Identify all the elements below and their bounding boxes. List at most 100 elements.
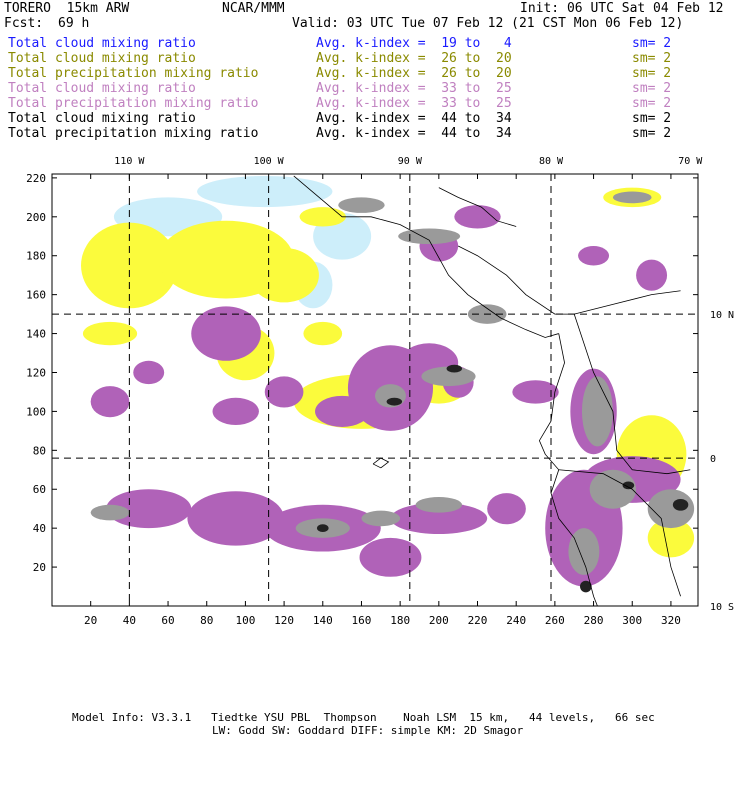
x-tick-label-15: 320 [661,614,681,627]
region-gray-45 [361,510,401,527]
legend-kindex-1: Avg. k-index = 26 to 20 [316,51,512,66]
region-purple-22 [212,397,259,426]
x-tick-label-14: 300 [622,614,642,627]
y-tick-label-8: 180 [26,250,46,263]
region-yellow-15 [647,518,695,558]
lon-label-3: 80 W [539,156,564,167]
forecast-label: Fcst: [4,16,44,31]
caribbean-coast [457,245,681,315]
x-tick-label-12: 260 [545,614,565,627]
region-yellow-7 [299,207,346,227]
y-tick-label-7: 160 [26,289,46,302]
legend-sm-4: sm= 2 [632,96,672,111]
forecast-hours: 69 h [58,16,90,31]
region-purple-26 [454,205,501,229]
region-purple-30 [359,537,422,577]
lat-label-0: 10 N [710,310,734,321]
legend-sm-0: sm= 2 [632,36,672,51]
x-tick-label-2: 60 [161,614,174,627]
legend-sm-1: sm= 2 [632,51,672,66]
legend-kindex-0: Avg. k-index = 19 to 4 [316,36,512,51]
mixing-ratio-map: 20 40 60 80 100 120 140 160 180 200 220 240 260 280 30… [26,156,734,627]
region-yellow-6 [249,247,319,303]
legend-kindex-2: Avg. k-index = 26 to 20 [316,66,512,81]
region-purple-27 [106,489,192,529]
org-label: NCAR/MMM [222,1,285,16]
region-purple-28 [187,491,285,546]
axes: 20 40 60 80 100 120 140 160 180 200 220 240 260 280 30… [26,156,734,627]
x-tick-label-8: 180 [390,614,410,627]
y-tick-label-9: 200 [26,211,46,224]
legend-kindex-6: Avg. k-index = 44 to 34 [316,126,512,141]
region-purple-36 [512,380,559,404]
galapagos [372,457,390,469]
region-purple-24 [133,360,165,385]
legend-field-1: Total cloud mixing ratio [8,51,196,66]
legend-kindex-4: Avg. k-index = 33 to 25 [316,96,512,111]
lon-label-0: 110 W [114,156,145,167]
region-yellow-9 [82,321,138,346]
x-tick-label-6: 140 [313,614,333,627]
legend-field-2: Total precipitation mixing ratio [8,66,259,81]
x-tick-label-9: 200 [429,614,449,627]
lon-label-4: 70 W [678,156,703,167]
init-time: Init: 06 UTC Sat 04 Feb 12 [520,1,724,16]
legend-field-6: Total precipitation mixing ratio [8,126,259,141]
region-dark-56 [622,481,635,490]
x-tick-label-7: 160 [352,614,372,627]
region-purple-18 [315,395,370,427]
x-tick-label-4: 100 [235,614,255,627]
y-tick-label-10: 220 [26,172,46,185]
x-tick-label-1: 40 [123,614,136,627]
x-tick-label-5: 120 [274,614,294,627]
legend-field-5: Total cloud mixing ratio [8,111,196,126]
mexico-gulf-coast [438,187,517,227]
region-purple-37 [578,246,610,266]
region-gray-51 [568,528,600,575]
x-tick-label-3: 80 [200,614,213,627]
y-tick-label-4: 100 [26,405,46,418]
region-gray-40 [421,366,476,387]
region-gray-42 [398,228,461,245]
y-tick-label-5: 120 [26,366,46,379]
region-purple-23 [90,386,130,418]
legend-kindex-3: Avg. k-index = 33 to 25 [316,81,512,96]
region-yellow-12 [303,321,343,346]
x-tick-label-11: 240 [506,614,526,627]
legend-sm-3: sm= 2 [632,81,672,96]
legend-field-4: Total precipitation mixing ratio [8,96,259,111]
footer-physics-info: LW: Godd SW: Goddard DIFF: simple KM: 2D… [212,724,524,737]
y-tick-label-1: 40 [33,522,46,535]
region-gray-48 [581,376,613,447]
model-title: TORERO 15km ARW [4,1,130,16]
lat-label-2: 10 S [710,602,734,613]
region-gray-52 [612,191,652,204]
region-dark-57 [580,580,592,593]
region-gray-43 [338,197,385,213]
region-yellow-4 [81,222,178,309]
plot-frame [51,173,699,607]
lat-label-1: 0 [710,454,716,465]
footer-model-info: Model Info: V3.3.1 Tiedtke YSU PBL Thomp… [72,711,655,724]
grid-lines [52,174,698,606]
region-dark-53 [386,397,403,406]
x-tick-label-10: 220 [468,614,488,627]
border-peru-brazil [558,469,681,597]
coastlines [293,175,691,606]
x-tick-label-0: 20 [84,614,97,627]
valid-time: Valid: 03 UTC Tue 07 Feb 12 (21 CST Mon … [292,16,684,31]
legend-field-3: Total cloud mixing ratio [8,81,196,96]
y-tick-label-0: 20 [33,561,46,574]
region-dark-55 [316,524,329,533]
region-gray-50 [647,489,695,529]
region-purple-32 [487,493,526,525]
legend-field-0: Total cloud mixing ratio [8,36,196,51]
region-light_blue-1 [197,175,333,208]
legend-sm-5: sm= 2 [632,111,672,126]
region-gray-49 [589,469,637,509]
central-america-coast [293,175,559,338]
region-gray-47 [415,497,463,513]
x-tick-label-13: 280 [584,614,604,627]
legend-sm-2: sm= 2 [632,66,672,81]
legend-kindex-5: Avg. k-index = 44 to 34 [316,111,512,126]
